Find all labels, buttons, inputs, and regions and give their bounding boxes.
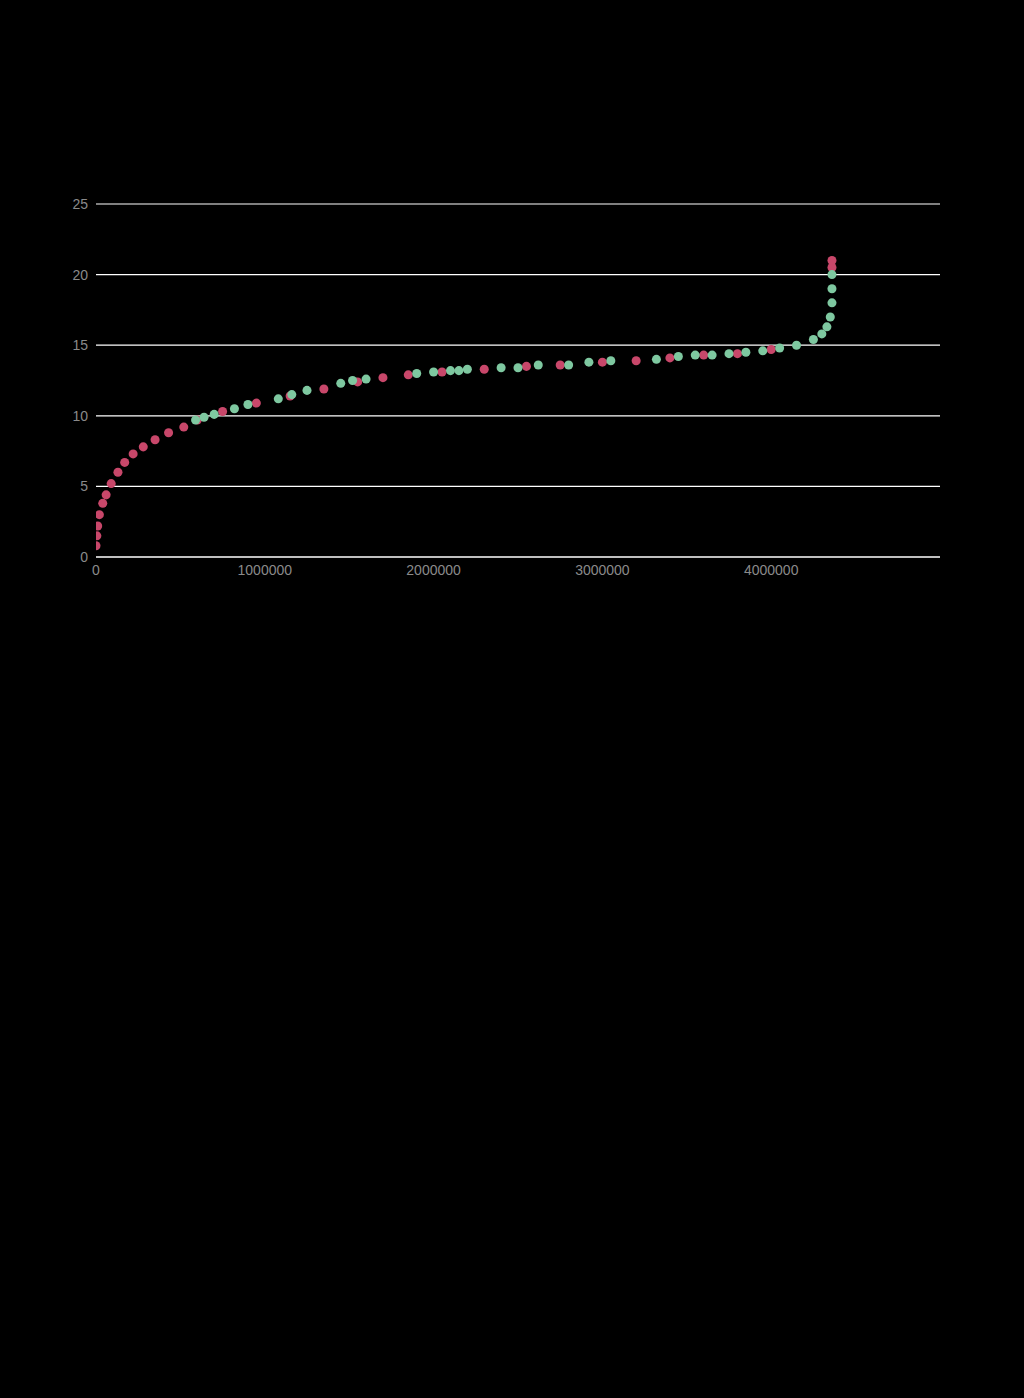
svg-text:25: 25: [72, 196, 88, 212]
svg-text:5: 5: [80, 478, 88, 494]
svg-text:20: 20: [72, 267, 88, 283]
svg-text:4000000: 4000000: [744, 562, 799, 578]
svg-text:0: 0: [92, 562, 100, 578]
svg-text:10: 10: [72, 408, 88, 424]
svg-text:3000000: 3000000: [575, 562, 630, 578]
svg-text:0: 0: [80, 549, 88, 565]
svg-text:2000000: 2000000: [406, 562, 461, 578]
svg-text:15: 15: [72, 337, 88, 353]
svg-text:1000000: 1000000: [238, 562, 293, 578]
